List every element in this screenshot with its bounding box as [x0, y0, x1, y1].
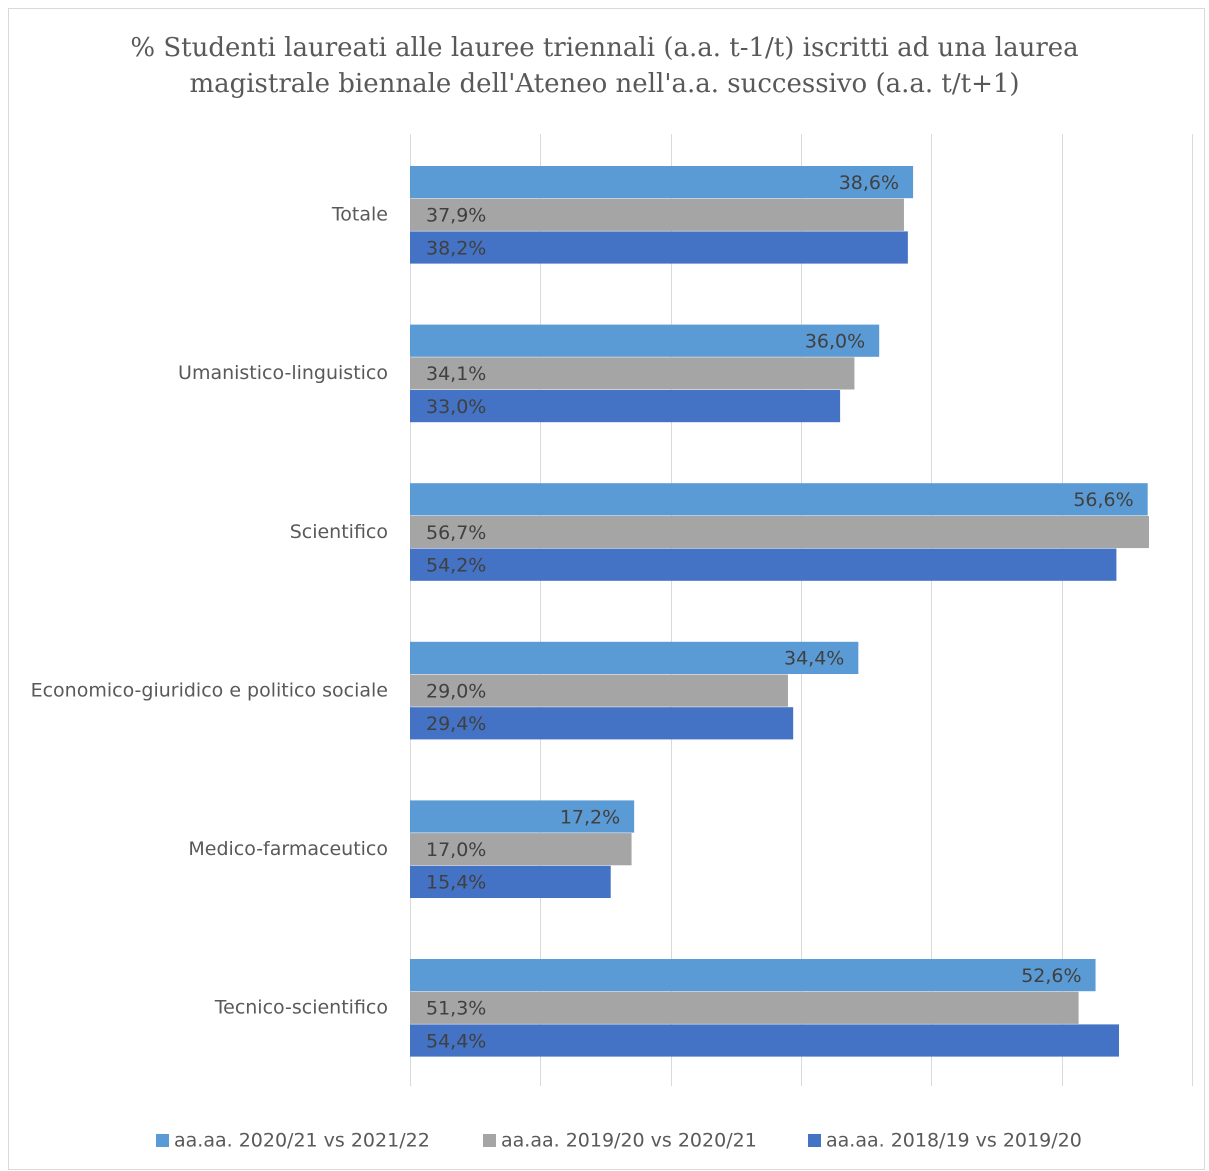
chart-title-line-2: magistrale biennale dell'Ateneo nell'a.a…	[189, 69, 1020, 99]
category-group: Scientifico 56,6% 56,7% 54,2%	[290, 483, 1149, 581]
data-label: 38,2%	[426, 237, 486, 259]
bar	[410, 833, 632, 866]
bar	[410, 641, 859, 674]
gridlines	[410, 134, 1193, 1086]
data-label: 34,1%	[426, 363, 486, 385]
bar	[410, 1024, 1120, 1057]
bar	[410, 865, 611, 898]
legend-item: aa.aa. 2019/20 vs 2020/21	[483, 1130, 757, 1152]
bar	[410, 515, 1149, 549]
data-label: 15,4%	[426, 872, 486, 894]
data-label: 52,6%	[1021, 965, 1081, 987]
data-label: 54,2%	[426, 554, 486, 576]
legend: aa.aa. 2020/21 vs 2021/22 aa.aa. 2019/20 …	[156, 1130, 1082, 1152]
legend-item: aa.aa. 2020/21 vs 2021/22	[156, 1130, 430, 1152]
data-label: 56,6%	[1073, 489, 1133, 511]
chart-title: % Studenti laureati alle lauree triennal…	[0, 30, 1209, 102]
category-group: Medico-farmaceutico 17,2% 17,0% 15,4%	[188, 800, 635, 898]
legend-label: aa.aa. 2020/21 vs 2021/22	[174, 1130, 430, 1152]
bar	[410, 198, 904, 231]
data-label: 38,6%	[839, 172, 899, 194]
data-label: 34,4%	[784, 648, 844, 670]
bar	[410, 674, 788, 707]
data-label: 29,4%	[426, 713, 486, 735]
category-label: Medico-farmaceutico	[188, 838, 388, 860]
bar	[410, 231, 908, 264]
category-group: Umanistico-linguistico 36,0% 34,1% 33,0%	[178, 324, 880, 423]
data-label: 36,0%	[805, 330, 865, 352]
category-label: Tecnico-scientifico	[214, 997, 388, 1019]
category-label: Totale	[331, 204, 388, 226]
bar	[410, 991, 1079, 1024]
legend-swatch	[808, 1134, 821, 1147]
legend-item: aa.aa. 2018/19 vs 2019/20	[808, 1130, 1082, 1152]
category-group: Tecnico-scientifico 52,6% 51,3% 54,4%	[214, 959, 1120, 1057]
data-label: 17,2%	[560, 806, 620, 828]
legend-swatch	[156, 1134, 169, 1147]
category-label: Economico-giuridico e politico sociale	[31, 679, 388, 701]
category-group: Economico-giuridico e politico sociale 34…	[31, 641, 859, 740]
data-label: 37,9%	[426, 205, 486, 227]
legend-label: aa.aa. 2019/20 vs 2020/21	[501, 1130, 757, 1152]
data-label: 56,7%	[426, 522, 486, 544]
data-label: 29,0%	[426, 680, 486, 702]
data-label: 54,4%	[426, 1030, 486, 1052]
bar	[410, 800, 635, 833]
chart-title-line-1: % Studenti laureati alle lauree triennal…	[130, 33, 1079, 63]
category-label: Umanistico-linguistico	[178, 362, 388, 384]
bar	[410, 707, 794, 740]
bar	[410, 357, 855, 390]
category-group: Totale 38,6% 37,9% 38,2%	[331, 166, 914, 264]
bar	[410, 483, 1148, 516]
bar	[410, 959, 1096, 992]
legend-swatch	[483, 1134, 496, 1147]
bar	[410, 166, 914, 199]
data-label: 17,0%	[426, 839, 486, 861]
bar	[410, 324, 880, 357]
bar	[410, 548, 1117, 581]
data-label: 51,3%	[426, 998, 486, 1020]
bar	[410, 390, 841, 423]
data-label: 33,0%	[426, 396, 486, 418]
category-label: Scientifico	[290, 521, 388, 543]
legend-label: aa.aa. 2018/19 vs 2019/20	[826, 1130, 1082, 1152]
